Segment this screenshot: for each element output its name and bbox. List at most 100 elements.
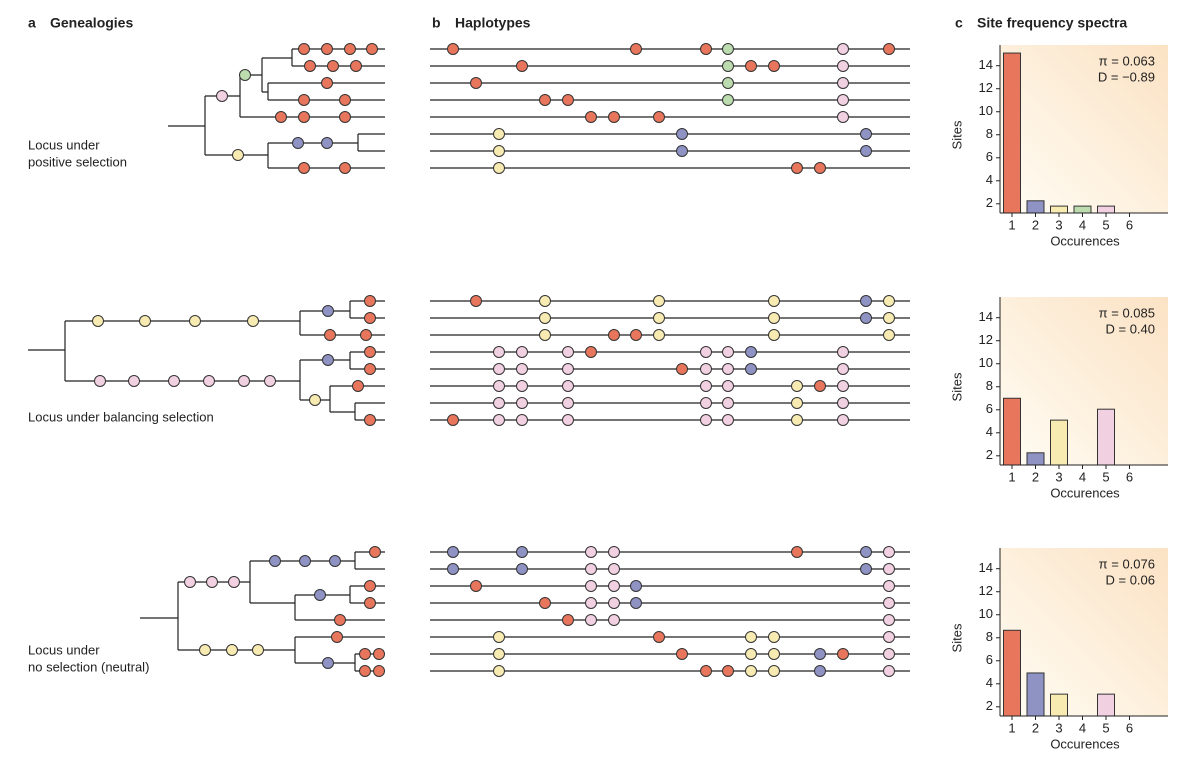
mutation-dot	[339, 94, 351, 106]
mutation-dot	[653, 329, 665, 341]
mutation-dot	[364, 597, 376, 609]
bar	[1026, 200, 1045, 214]
mutation-dot	[653, 631, 665, 643]
panel-letter: c	[955, 15, 963, 31]
mutation-dot	[364, 414, 376, 426]
plot-background	[1000, 297, 1168, 465]
mutation-dot	[700, 43, 712, 55]
mutation-dot	[585, 614, 597, 626]
bar	[1026, 672, 1045, 717]
y-tick-label: 14	[979, 309, 993, 324]
mutation-dot	[298, 94, 310, 106]
mutation-dot	[814, 162, 826, 174]
mutation-dot	[837, 414, 849, 426]
mutation-dot	[722, 363, 734, 375]
locus-label: no selection (neutral)	[28, 659, 149, 674]
panel-letter: b	[432, 15, 441, 31]
mutation-dot	[860, 295, 872, 307]
x-tick-label: 2	[1032, 720, 1039, 735]
x-tick-label: 5	[1102, 217, 1109, 232]
mutation-dot	[608, 111, 620, 123]
panel-title: Site frequency spectra	[977, 15, 1127, 31]
mutation-dot	[94, 375, 106, 387]
mutation-dot	[324, 329, 336, 341]
x-axis-label: Occurences	[1050, 485, 1120, 500]
panel-title: Haplotypes	[455, 15, 531, 31]
mutation-dot	[364, 346, 376, 358]
mutation-dot	[608, 329, 620, 341]
mutation-dot	[493, 665, 505, 677]
mutation-dot	[814, 380, 826, 392]
mutation-dot	[768, 295, 780, 307]
mutation-dot	[493, 162, 505, 174]
mutation-dot	[722, 60, 734, 72]
mutation-dot	[247, 315, 259, 327]
mutation-dot	[883, 563, 895, 575]
mutation-dot	[860, 145, 872, 157]
locus-label: Locus under	[28, 642, 100, 657]
statistic: D = 0.40	[1105, 321, 1155, 336]
y-axis-label: Sites	[949, 623, 964, 652]
mutation-dot	[344, 43, 356, 55]
x-tick-label: 6	[1126, 720, 1133, 735]
mutation-dot	[562, 414, 574, 426]
y-tick-label: 6	[986, 652, 993, 667]
mutation-dot	[539, 312, 551, 324]
mutation-dot	[226, 644, 238, 656]
mutation-dot	[585, 580, 597, 592]
mutation-dot	[447, 563, 459, 575]
mutation-dot	[585, 346, 597, 358]
mutation-dot	[252, 644, 264, 656]
mutation-dot	[791, 380, 803, 392]
mutation-dot	[837, 363, 849, 375]
mutation-dot	[216, 90, 228, 102]
mutation-dot	[539, 597, 551, 609]
mutation-dot	[722, 397, 734, 409]
mutation-dot	[364, 312, 376, 324]
mutation-dot	[630, 329, 642, 341]
x-tick-label: 6	[1126, 469, 1133, 484]
mutation-dot	[322, 354, 334, 366]
y-tick-label: 2	[986, 447, 993, 462]
y-tick-label: 4	[986, 675, 993, 690]
mutation-dot	[860, 128, 872, 140]
y-tick-label: 12	[979, 583, 993, 598]
mutation-dot	[585, 546, 597, 558]
mutation-dot	[239, 69, 251, 81]
statistic: π = 0.063	[1099, 53, 1155, 68]
locus-label: positive selection	[28, 154, 127, 169]
mutation-dot	[653, 111, 665, 123]
mutation-dot	[791, 414, 803, 426]
y-tick-label: 6	[986, 401, 993, 416]
mutation-dot	[608, 546, 620, 558]
mutation-dot	[722, 43, 734, 55]
mutation-dot	[768, 329, 780, 341]
mutation-dot	[722, 414, 734, 426]
y-tick-label: 4	[986, 424, 993, 439]
y-tick-label: 8	[986, 126, 993, 141]
mutation-dot	[264, 375, 276, 387]
mutation-dot	[837, 380, 849, 392]
mutation-dot	[321, 43, 333, 55]
mutation-dot	[470, 77, 482, 89]
mutation-dot	[562, 346, 574, 358]
y-axis-label: Sites	[949, 120, 964, 149]
mutation-dot	[539, 94, 551, 106]
mutation-dot	[493, 631, 505, 643]
mutation-dot	[516, 346, 528, 358]
mutation-dot	[791, 162, 803, 174]
mutation-dot	[814, 665, 826, 677]
mutation-dot	[360, 329, 372, 341]
mutation-dot	[745, 60, 757, 72]
mutation-dot	[883, 312, 895, 324]
y-tick-label: 2	[986, 195, 993, 210]
mutation-dot	[860, 312, 872, 324]
mutation-dot	[837, 94, 849, 106]
mutation-dot	[585, 563, 597, 575]
mutation-dot	[608, 597, 620, 609]
mutation-dot	[199, 644, 211, 656]
mutation-dot	[304, 60, 316, 72]
mutation-dot	[516, 363, 528, 375]
mutation-dot	[298, 43, 310, 55]
mutation-dot	[128, 375, 140, 387]
